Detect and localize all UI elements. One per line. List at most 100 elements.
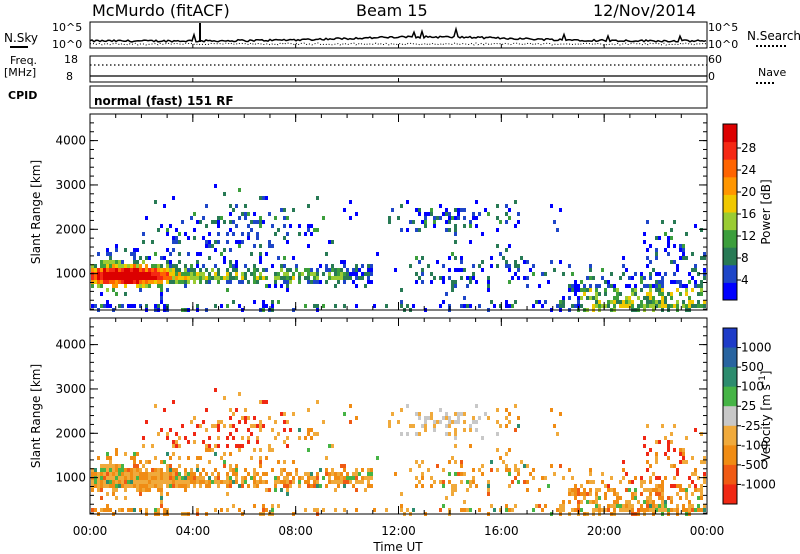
heat-cell [208,280,211,284]
heat-cell [313,228,316,232]
heat-cell [619,504,622,508]
heat-cell [229,264,232,268]
heat-cell [334,488,337,492]
heat-cell [130,252,133,256]
heat-cell [589,288,592,292]
heat-cell [643,480,646,484]
heat-cell [130,268,133,272]
heat-cell [271,304,274,308]
heat-cell [511,508,514,512]
heat-cell [370,468,373,472]
heat-cell [700,280,703,284]
heat-cell [544,476,547,480]
heat-cell [613,508,616,512]
heat-cell [235,276,238,280]
heat-cell [364,272,367,276]
heat-cell [544,300,547,304]
heat-cell [613,304,616,308]
heat-cell [148,268,151,272]
heat-cell [223,396,226,400]
heat-cell [124,268,127,272]
heat-cell [505,304,508,308]
heat-cell [91,276,94,280]
heat-cell [664,436,667,440]
heat-cell [667,236,670,240]
heat-cell [175,276,178,280]
heat-cell [172,272,175,276]
heat-cell [142,488,145,492]
heat-cell [697,284,700,288]
heat-cell [295,268,298,272]
heat-cell [139,484,142,488]
heat-cell [106,252,109,256]
heat-cell [649,296,652,300]
heat-cell [658,476,661,480]
heat-cell [217,240,220,244]
heat-cell [259,272,262,276]
heat-cell [688,280,691,284]
heat-cell [355,212,358,216]
heat-cell [343,260,346,264]
power-cbar-swatch [723,229,737,248]
heat-cell [274,284,277,288]
heat-cell [211,480,214,484]
heat-cell [223,220,226,224]
heat-cell [685,284,688,288]
heat-cell [223,460,226,464]
heat-cell [112,492,115,496]
heat-cell [463,500,466,504]
heat-cell [610,476,613,480]
heat-cell [151,280,154,284]
heat-cell [94,264,97,268]
heat-cell [454,488,457,492]
nsearch-dotted-marker [756,45,786,47]
heat-cell [163,480,166,484]
heat-cell [196,304,199,308]
heat-cell [673,260,676,264]
heat-cell [658,508,661,512]
heat-cell [325,252,328,256]
heat-cell [628,284,631,288]
heat-cell [610,488,613,492]
heat-cell [442,484,445,488]
heat-cell [283,484,286,488]
heat-cell [139,256,142,260]
heat-cell [625,488,628,492]
heat-cell [646,460,649,464]
heat-cell [238,244,241,248]
nsearch-label: N.Search [747,29,800,43]
heat-cell [325,268,328,272]
heat-cell [682,460,685,464]
heat-cell [160,292,163,296]
heat-cell [445,208,448,212]
heat-cell [673,448,676,452]
heat-cell [676,268,679,272]
heat-cell [166,468,169,472]
heat-cell [442,468,445,472]
heat-cell [124,284,127,288]
heat-cell [418,228,421,232]
heat-cell [448,228,451,232]
heat-cell [463,304,466,308]
heat-cell [133,272,136,276]
heat-cell [670,484,673,488]
heat-cell [142,268,145,272]
heat-cell [439,216,442,220]
heat-cell [196,276,199,280]
heat-cell [178,268,181,272]
heat-cell [361,276,364,280]
heat-cell [574,484,577,488]
heat-cell [133,452,136,456]
heat-cell [256,276,259,280]
heat-cell [337,484,340,488]
heat-cell [196,480,199,484]
heat-cell [430,212,433,216]
heat-cell [649,260,652,264]
heat-cell [415,432,418,436]
heat-cell [274,480,277,484]
heat-cell [448,268,451,272]
heat-cell [385,304,388,308]
heat-cell [496,468,499,472]
nave-dotted-marker [756,82,774,84]
heat-cell [169,224,172,228]
